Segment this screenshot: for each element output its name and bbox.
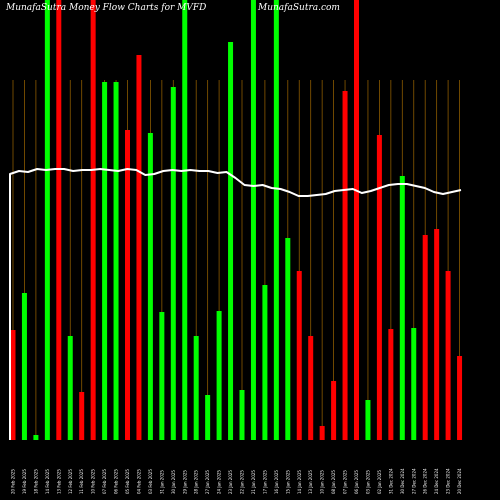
- x-tick-label: 14 Jan 2025: [297, 470, 302, 494]
- x-tick-label: 05 Feb 2025: [125, 469, 130, 494]
- x-tick-label: 27 Jan 2025: [205, 470, 210, 494]
- x-tick-label: 12 Feb 2025: [68, 469, 73, 494]
- x-tick-label: 04 Feb 2025: [136, 469, 141, 494]
- money-flow-bar: [67, 336, 73, 440]
- money-flow-bar: [102, 82, 108, 440]
- price-line: [9, 168, 462, 440]
- x-tick-label: 06 Feb 2025: [114, 469, 119, 494]
- x-tick-label: 16 Jan 2025: [274, 470, 279, 494]
- money-flow-bar: [331, 381, 337, 440]
- x-tick-label: 20 Feb 2025: [11, 469, 16, 494]
- money-flow-bar: [125, 130, 130, 440]
- x-tick-label: 10 Feb 2025: [91, 469, 96, 494]
- money-flow-bar: [205, 395, 211, 440]
- x-tick-label: 23 Dec 2024: [446, 468, 451, 494]
- money-flow-bar: [33, 435, 39, 440]
- money-flow-bar: [113, 82, 119, 440]
- money-flow-bar: [182, 0, 188, 440]
- money-flow-bar: [147, 133, 153, 440]
- x-tick-label: 31 Jan 2025: [159, 470, 164, 494]
- x-tick-label: 03 Jan 2025: [365, 470, 370, 494]
- money-flow-bar: [296, 271, 302, 440]
- money-flow-bar: [262, 285, 268, 440]
- money-flow-bar: [21, 293, 27, 440]
- money-flow-bar: [239, 390, 245, 440]
- money-flow-bar: [216, 311, 222, 440]
- x-tick-label: 11 Feb 2025: [79, 469, 84, 494]
- x-tick-label: 14 Feb 2025: [45, 469, 50, 494]
- x-tick-label: 29 Jan 2025: [182, 470, 187, 494]
- x-tick-label: 13 Feb 2025: [56, 469, 61, 494]
- money-flow-bar: [308, 336, 314, 440]
- money-flow-bar: [399, 176, 405, 440]
- x-tick-label: 30 Jan 2025: [171, 470, 176, 494]
- money-flow-bar: [354, 0, 359, 440]
- x-tick-label: 30 Dec 2024: [400, 468, 405, 494]
- x-tick-label: 03 Feb 2025: [148, 469, 153, 494]
- money-flow-bar: [434, 229, 440, 440]
- x-tick-label: 13 Jan 2025: [308, 470, 313, 494]
- x-tick-label: 21 Jan 2025: [251, 470, 256, 494]
- site-watermark: MunafaSutra.com: [257, 3, 340, 13]
- money-flow-bar: [342, 91, 348, 440]
- money-flow-bar: [376, 135, 382, 440]
- x-tick-label: 02 Jan 2025: [377, 470, 382, 494]
- money-flow-bar: [79, 392, 85, 440]
- money-flow-bar: [445, 271, 451, 440]
- x-tick-label: 23 Jan 2025: [228, 470, 233, 494]
- money-flow-bar: [273, 0, 279, 440]
- money-flow-bar: [388, 329, 394, 440]
- x-axis-labels: 20 Feb 2025 19 Feb 2025 18 Feb 2025 14 Feb …: [11, 468, 463, 494]
- money-flow-bar: [193, 336, 199, 440]
- x-tick-label: 22 Jan 2025: [240, 470, 245, 494]
- money-flow-bar: [365, 400, 371, 440]
- money-flow-bar: [10, 330, 16, 440]
- price-line-layer: [9, 168, 462, 440]
- x-tick-label: 28 Jan 2025: [194, 470, 199, 494]
- money-flow-bar: [90, 0, 96, 440]
- x-tick-label: 19 Feb 2025: [22, 469, 27, 494]
- x-tick-label: 07 Jan 2025: [343, 470, 348, 494]
- money-flow-bar: [228, 42, 234, 440]
- money-flow-bar: [159, 312, 165, 440]
- money-flow-bar: [422, 235, 428, 440]
- x-tick-label: 31 Dec 2024: [388, 468, 393, 494]
- x-tick-label: 17 Jan 2025: [262, 470, 267, 494]
- money-flow-bar: [250, 0, 256, 440]
- x-tick-label: 06 Jan 2025: [354, 470, 359, 494]
- money-flow-bar: [136, 55, 142, 440]
- x-tick-label: 08 Jan 2025: [331, 470, 336, 494]
- money-flow-bars: [10, 0, 463, 440]
- x-tick-label: 15 Jan 2025: [285, 470, 290, 494]
- money-flow-bar: [285, 238, 291, 440]
- x-tick-label: 26 Dec 2024: [423, 468, 428, 494]
- x-tick-label: 07 Feb 2025: [102, 469, 107, 494]
- money-flow-bar: [44, 0, 50, 440]
- x-tick-label: 24 Dec 2024: [434, 468, 439, 494]
- x-tick-label: 20 Dec 2024: [457, 468, 462, 494]
- money-flow-bar: [457, 356, 463, 440]
- x-tick-label: 18 Feb 2025: [33, 469, 38, 494]
- money-flow-bar: [170, 87, 176, 440]
- x-tick-label: 24 Jan 2025: [217, 470, 222, 494]
- money-flow-bar: [56, 0, 62, 440]
- money-flow-bar: [411, 328, 417, 440]
- chart-title: MunafaSutra Money Flow Charts for MVFD: [5, 3, 206, 13]
- money-flow-bar: [319, 426, 325, 440]
- x-tick-label: 27 Dec 2024: [411, 468, 416, 494]
- x-tick-label: 10 Jan 2025: [320, 470, 325, 494]
